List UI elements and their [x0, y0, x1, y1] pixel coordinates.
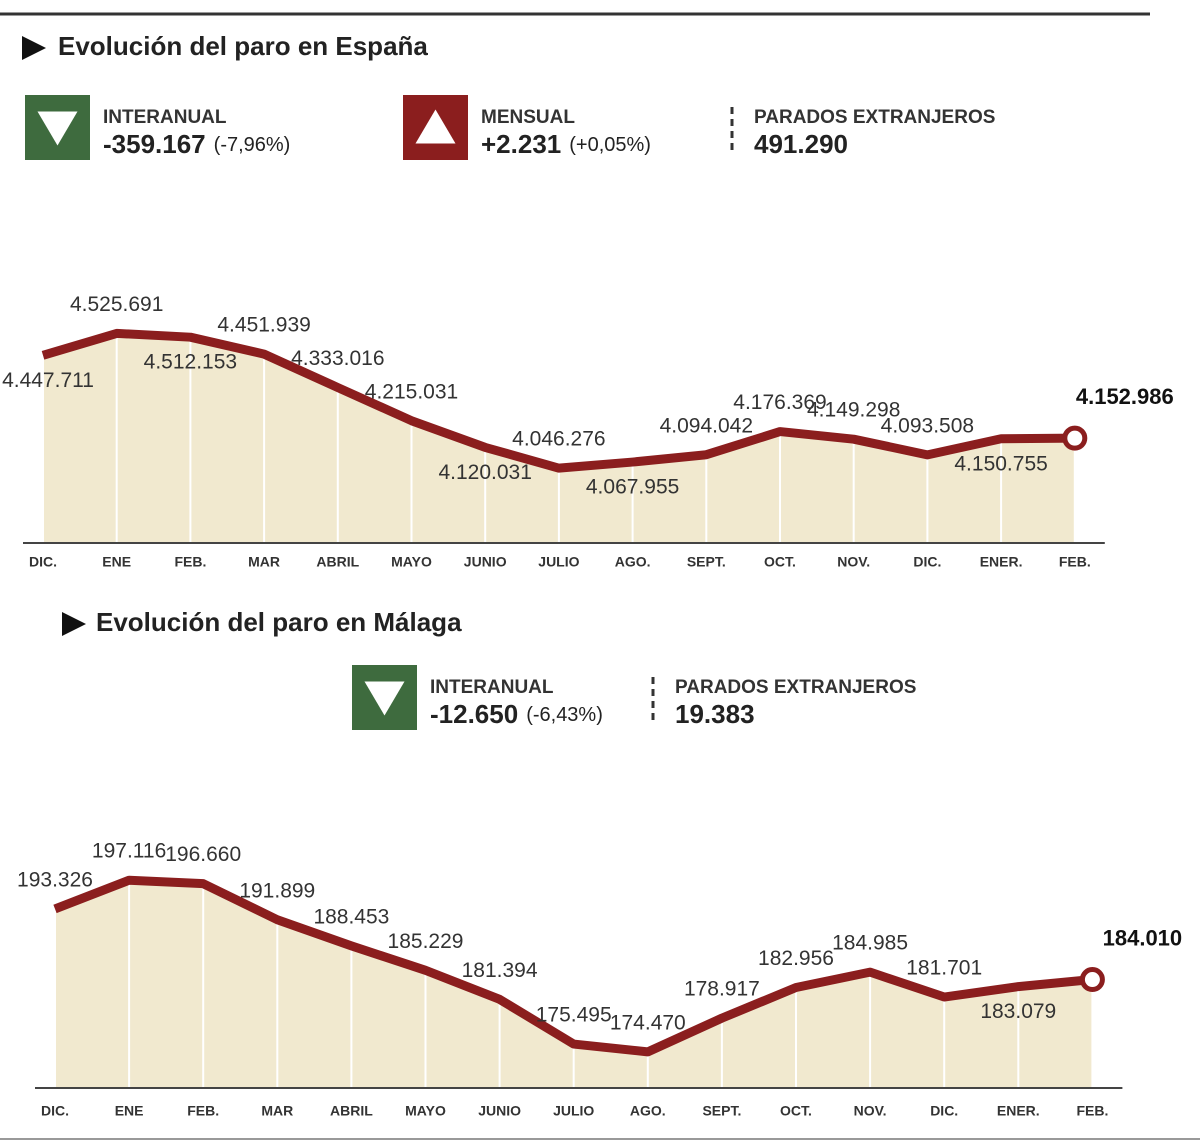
value-label: 4.176.369 — [733, 391, 826, 414]
indicator-label: INTERANUAL — [430, 677, 554, 698]
x-tick-label: JULIO — [538, 554, 579, 570]
x-tick-label: JUNIO — [478, 1103, 521, 1119]
indicator-value: +2.231 (+0,05%) — [481, 129, 651, 159]
value-label: 4.152.986 — [1076, 384, 1174, 409]
indicator-value: -359.167 (-7,96%) — [103, 129, 290, 159]
x-tick-label: MAYO — [391, 554, 432, 570]
x-tick-label: JUNIO — [464, 554, 507, 570]
value-label: 4.149.298 — [807, 399, 900, 422]
end-point — [1062, 425, 1088, 451]
x-tick-label: DIC. — [41, 1103, 69, 1119]
value-label: 4.150.755 — [954, 452, 1047, 475]
value-label: 191.899 — [239, 879, 315, 902]
line — [41, 328, 1075, 473]
x-tick-label: AGO. — [630, 1103, 666, 1119]
chart-title: Evolución del paro en España — [58, 31, 428, 61]
x-tick-label: ABRIL — [316, 554, 359, 570]
x-tick-label: FEB. — [1076, 1103, 1108, 1119]
x-tick-label: ENER. — [980, 554, 1023, 570]
value-label: 4.067.955 — [586, 476, 679, 499]
value-label: 193.326 — [17, 868, 93, 891]
x-tick-label: OCT. — [780, 1103, 812, 1119]
value-label: 174.470 — [610, 1011, 686, 1034]
indicator-label: PARADOS EXTRANJEROS — [675, 677, 916, 698]
x-tick-label: ENE — [102, 554, 131, 570]
indicator-label: INTERANUAL — [103, 107, 227, 128]
area — [55, 880, 1093, 1088]
indicator-change: (-7,96%) — [214, 134, 291, 156]
indicator-label: PARADOS EXTRANJEROS — [754, 107, 995, 128]
indicator-value: -12.650 (-6,43%) — [430, 699, 603, 729]
indicator-value: 19.383 — [675, 699, 755, 729]
indicator-number: +2.231 — [481, 129, 561, 159]
value-label: 4.120.031 — [438, 461, 531, 484]
value-label: 4.525.691 — [70, 293, 163, 316]
indicator-number: -359.167 — [103, 129, 206, 159]
x-tick-label: JULIO — [553, 1103, 594, 1119]
x-tick-label: NOV. — [837, 554, 870, 570]
value-label: 185.229 — [388, 930, 464, 953]
x-tick-label: ENE — [115, 1103, 144, 1119]
value-label: 4.447.711 — [2, 369, 94, 392]
value-label: 4.093.508 — [881, 414, 974, 437]
value-label: 188.453 — [313, 905, 389, 928]
x-tick-label: SEPT. — [687, 554, 726, 570]
x-tick-label: DIC. — [930, 1103, 958, 1119]
x-tick-label: FEB. — [1059, 554, 1091, 570]
value-label: 184.010 — [1103, 925, 1183, 950]
x-tick-label: FEB. — [187, 1103, 219, 1119]
value-label: 4.512.153 — [144, 351, 237, 374]
title-marker — [62, 612, 86, 636]
value-label: 4.046.276 — [512, 428, 605, 451]
value-label: 4.333.016 — [291, 347, 384, 370]
x-tick-label: DIC. — [29, 554, 57, 570]
x-tick-label: SEPT. — [702, 1103, 741, 1119]
x-tick-label: NOV. — [854, 1103, 887, 1119]
x-tick-label: DIC. — [913, 554, 941, 570]
x-tick-label: MAR — [248, 554, 280, 570]
end-point — [1079, 967, 1105, 993]
value-label: 4.215.031 — [365, 380, 458, 403]
x-tick-label: AGO. — [615, 554, 651, 570]
indicator-arrow — [364, 681, 405, 716]
indicator-number: -12.650 — [430, 699, 518, 729]
indicator-change: (-6,43%) — [526, 704, 603, 726]
indicator-label: MENSUAL — [481, 107, 575, 128]
value-label: 184.985 — [832, 932, 908, 955]
value-label: 175.495 — [536, 1004, 612, 1027]
x-tick-label: FEB. — [174, 554, 206, 570]
value-label: 196.660 — [165, 843, 241, 866]
x-tick-label: MAYO — [405, 1103, 446, 1119]
indicator-value: 491.290 — [754, 129, 848, 159]
x-tick-label: ABRIL — [330, 1103, 373, 1119]
x-tick-label: ENER. — [997, 1103, 1040, 1119]
value-label: 182.956 — [758, 947, 834, 970]
line — [53, 875, 1093, 1057]
x-tick-label: MAR — [261, 1103, 293, 1119]
indicator-arrow — [415, 109, 456, 144]
indicator-arrow — [37, 111, 78, 146]
value-label: 4.451.939 — [217, 314, 310, 337]
area — [43, 333, 1075, 543]
value-label: 183.079 — [980, 1000, 1056, 1023]
value-label: 181.394 — [462, 959, 538, 982]
value-label: 178.917 — [684, 978, 760, 1001]
indicator-number: 19.383 — [675, 699, 755, 729]
chart-title: Evolución del paro en Málaga — [96, 607, 462, 637]
indicator-change: (+0,05%) — [569, 134, 651, 156]
value-label: 181.701 — [906, 957, 982, 980]
title-marker — [22, 36, 46, 60]
x-tick-label: OCT. — [764, 554, 796, 570]
indicator-number: 491.290 — [754, 129, 848, 159]
value-label: 197.116 — [92, 840, 166, 863]
value-label: 4.094.042 — [660, 414, 753, 437]
